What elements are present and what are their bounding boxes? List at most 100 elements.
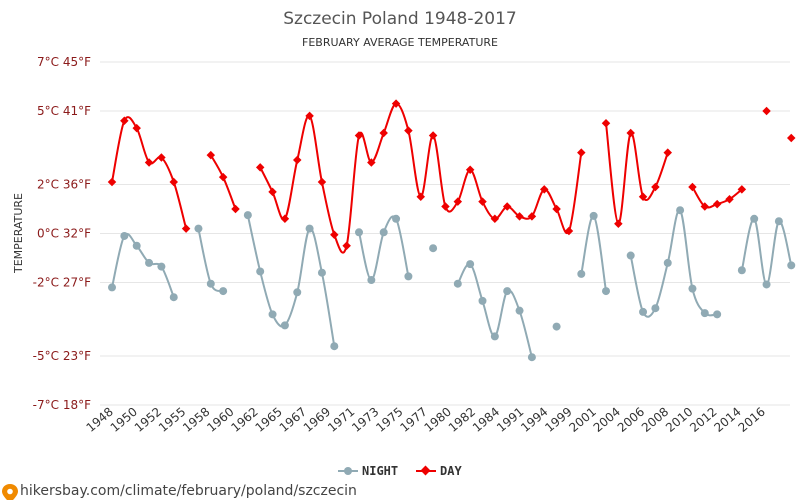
night-point[interactable] [737,266,746,275]
day-point[interactable] [293,155,302,165]
night-point[interactable] [429,244,438,253]
day-point[interactable] [762,106,771,116]
night-point[interactable] [194,224,203,233]
night-point[interactable] [688,284,697,293]
day-point[interactable] [614,219,623,228]
night-point[interactable] [515,306,524,315]
night-point[interactable] [774,217,783,226]
x-tick-label: 1980 [422,405,454,435]
day-point[interactable] [280,214,290,224]
day-point[interactable] [330,230,339,239]
day-point[interactable] [441,202,450,211]
night-point[interactable] [367,276,376,285]
watermark[interactable]: hikersbay.com/climate/february/poland/sz… [2,483,357,500]
day-point[interactable] [231,204,240,214]
day-point[interactable] [132,123,141,133]
legend-item-night[interactable]: NIGHT [338,464,398,478]
x-tick-label: 1991 [494,405,526,435]
day-point[interactable] [465,165,475,175]
day-point[interactable] [416,192,425,201]
day-point[interactable] [787,133,796,143]
night-point[interactable] [243,211,252,220]
night-point[interactable] [206,279,215,288]
night-point[interactable] [404,272,413,281]
night-point[interactable] [256,267,265,276]
day-point[interactable] [453,197,463,206]
night-point[interactable] [219,287,228,296]
location-pin-icon [2,484,18,500]
night-point[interactable] [589,211,598,220]
day-point[interactable] [255,163,265,172]
night-point[interactable] [392,214,401,223]
night-point[interactable] [713,310,722,319]
night-point[interactable] [466,260,475,269]
day-point[interactable] [490,214,500,224]
night-point[interactable] [663,258,672,267]
day-point[interactable] [502,202,512,211]
day-point[interactable] [120,116,129,126]
day-point[interactable] [305,111,314,121]
night-point[interactable] [639,307,648,316]
day-point[interactable] [144,158,154,167]
day-point[interactable] [577,148,586,157]
day-point[interactable] [379,128,388,138]
night-point[interactable] [169,293,178,302]
day-point[interactable] [663,148,672,157]
night-point[interactable] [762,280,771,289]
day-point[interactable] [342,241,351,250]
legend-item-day[interactable]: DAY [416,464,462,478]
night-point[interactable] [317,268,326,277]
watermark-url[interactable]: hikersbay.com/climate/february/poland/sz… [20,483,357,499]
night-point[interactable] [132,241,141,250]
night-point[interactable] [478,296,487,305]
night-point[interactable] [651,304,660,313]
day-point[interactable] [552,204,561,214]
night-point[interactable] [120,231,129,240]
day-point[interactable] [651,182,660,192]
night-point[interactable] [157,262,166,271]
night-point[interactable] [453,279,462,288]
night-point[interactable] [330,342,339,351]
day-point[interactable] [107,177,117,187]
day-point[interactable] [367,158,376,167]
night-point[interactable] [626,251,635,260]
night-point[interactable] [379,228,388,237]
night-point[interactable] [750,214,759,223]
night-point[interactable] [280,321,289,330]
day-point[interactable] [688,182,697,192]
series-line-night [246,214,336,347]
series-line-day [209,154,237,210]
day-point[interactable] [564,226,574,236]
legend[interactable]: NIGHT DAY [338,464,462,478]
day-point[interactable] [157,153,166,162]
day-point[interactable] [354,131,364,140]
day-point[interactable] [181,224,191,233]
day-point[interactable] [317,177,327,187]
day-point[interactable] [601,119,611,128]
day-point[interactable] [404,126,413,135]
day-point[interactable] [391,99,401,108]
night-point[interactable] [145,258,154,267]
night-point[interactable] [355,228,363,237]
night-point[interactable] [293,288,302,297]
night-point[interactable] [676,206,685,215]
night-point[interactable] [787,261,796,270]
night-point[interactable] [527,353,536,362]
night-point[interactable] [490,332,499,341]
night-point[interactable] [108,283,116,292]
night-point[interactable] [602,287,610,296]
day-point[interactable] [478,197,487,206]
day-point[interactable] [218,172,228,182]
day-point[interactable] [268,187,277,197]
day-point[interactable] [206,150,216,160]
night-point[interactable] [552,322,561,331]
night-point[interactable] [268,310,277,319]
night-point[interactable] [305,224,314,233]
day-point[interactable] [712,199,722,209]
day-point[interactable] [428,131,438,140]
y-tick-label: -5°C 23°F [33,349,91,363]
night-point[interactable] [700,309,709,318]
night-point[interactable] [577,269,586,278]
night-point[interactable] [503,287,512,296]
day-point[interactable] [169,177,178,187]
